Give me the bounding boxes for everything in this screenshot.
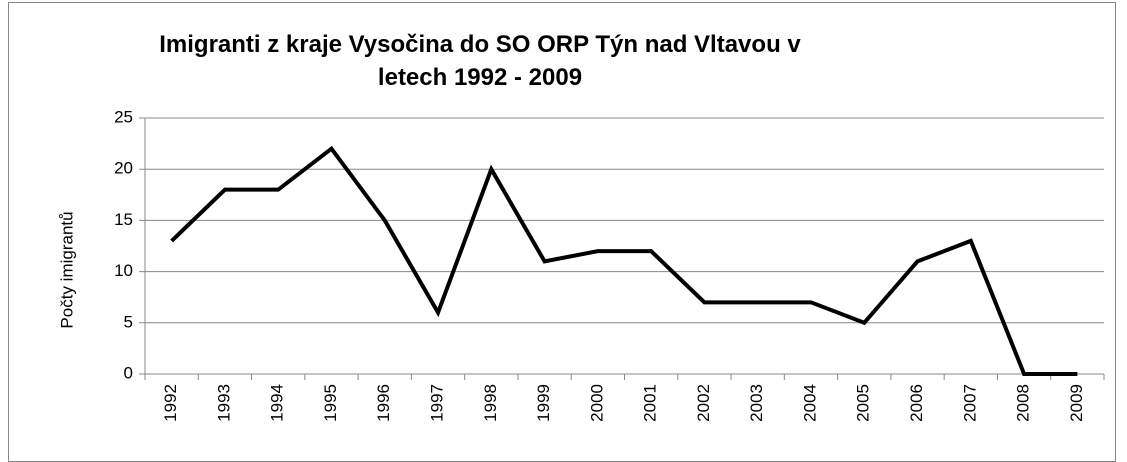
y-tick-label: 5 <box>124 312 133 331</box>
data-line <box>170 145 1078 376</box>
x-tick-label: 2006 <box>907 384 926 422</box>
x-tick-label: 1995 <box>321 384 340 422</box>
x-tick-label: 2005 <box>854 384 873 422</box>
x-tick-label: 1992 <box>161 384 180 422</box>
x-tick-label: 2008 <box>1014 384 1033 422</box>
x-tick-label: 1993 <box>214 384 233 422</box>
y-tick-label: 20 <box>114 159 133 178</box>
y-tick-label: 15 <box>114 210 133 229</box>
x-tick-label: 2003 <box>747 384 766 422</box>
y-axis-label: Počty imigrantů <box>57 211 76 328</box>
x-tick-label: 2000 <box>587 384 606 422</box>
x-tick-label: 2004 <box>800 384 819 422</box>
y-tick-label: 10 <box>114 261 133 280</box>
x-tick-label: 2007 <box>960 384 979 422</box>
y-tick-label: 0 <box>124 363 133 382</box>
y-tick-label: 25 <box>114 107 133 126</box>
x-tick-label: 1994 <box>268 384 287 422</box>
x-tick-label: 1996 <box>374 384 393 422</box>
x-tick-label: 2009 <box>1067 384 1086 422</box>
x-tick-label: 1997 <box>428 384 447 422</box>
x-tick-label: 2002 <box>694 384 713 422</box>
x-tick-label: 1998 <box>481 384 500 422</box>
x-tick-label: 1999 <box>534 384 553 422</box>
x-tick-label: 2001 <box>641 384 660 422</box>
chart-title: Imigranti z kraje Vysočina do SO ORP Týn… <box>159 31 801 91</box>
